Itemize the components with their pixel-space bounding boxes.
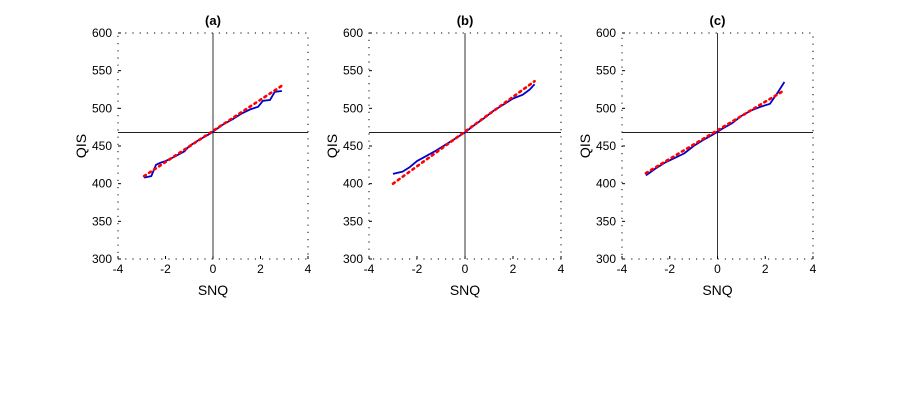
panel-0-y-tick-label-0: 300 <box>92 252 112 266</box>
panel-1-y-tick-label-5: 550 <box>343 64 363 78</box>
panel-2-x-axis-label: SNQ <box>702 282 732 298</box>
panel-1-fit-line-dotted <box>391 79 536 185</box>
panel-2-y-tick-label-3: 450 <box>596 139 616 153</box>
panel-c: -4 -2 0 2 4 300 350 400 450 500 550 600 (c) SNQ QIS <box>577 13 817 298</box>
panel-2-x-tick-label-3: 2 <box>762 262 769 276</box>
panel-2-y-tick-label-5: 550 <box>596 64 616 78</box>
panel-1-x-tick-label-0: -4 <box>364 262 375 276</box>
panel-1-x-tick-label-4: 4 <box>558 262 565 276</box>
panel-0-x-tick-label-0: -4 <box>113 262 124 276</box>
panel-2-title: (c) <box>710 13 726 28</box>
panel-0-y-tick-label-4: 500 <box>92 101 112 115</box>
panel-2-x-tick-label-0: -4 <box>617 262 628 276</box>
panel-b: -4 -2 0 2 4 300 350 400 450 500 550 600 (b) SNQ QIS <box>324 13 565 298</box>
panel-2-y-tick-label-2: 400 <box>596 177 616 191</box>
panel-1-x-tick-label-1: -2 <box>412 262 423 276</box>
panel-0-y-tick-label-1: 350 <box>92 214 112 228</box>
panel-1-y-axis-label: QIS <box>324 134 340 158</box>
panel-1-y-tick-label-4: 500 <box>343 101 363 115</box>
panel-0-fit-line-dotted <box>142 84 284 178</box>
panel-2-y-tick-label-4: 500 <box>596 101 616 115</box>
panel-0-x-axis-label: SNQ <box>198 282 228 298</box>
panel-1-x-axis-label: SNQ <box>450 282 480 298</box>
panel-1-y-tick-label-3: 450 <box>343 139 363 153</box>
panel-0-y-tick-label-3: 450 <box>92 139 112 153</box>
panel-0-x-tick-label-2: 0 <box>210 262 217 276</box>
panel-2-y-axis-label: QIS <box>577 134 593 158</box>
panel-2-y-tick-label-1: 350 <box>596 214 616 228</box>
panel-1-y-tick-label-1: 350 <box>343 214 363 228</box>
panel-0-y-tick-label-6: 600 <box>92 26 112 40</box>
panel-1-x-tick-label-2: 0 <box>462 262 469 276</box>
panel-0-y-axis-label: QIS <box>73 134 89 158</box>
panel-a: -4 -2 0 2 4 300 350 400 450 500 550 600 (a) SNQ QIS <box>73 13 312 298</box>
panel-2-fit-line-dotted <box>644 89 786 175</box>
panel-0-x-tick-label-3: 2 <box>257 262 264 276</box>
panel-0-y-tick-label-2: 400 <box>92 177 112 191</box>
panel-0-y-tick-label-5: 550 <box>92 64 112 78</box>
panel-1-y-tick-label-2: 400 <box>343 177 363 191</box>
panel-2-y-tick-label-6: 600 <box>596 26 616 40</box>
panel-2-x-tick-label-2: 0 <box>714 262 721 276</box>
panel-0-x-tick-label-1: -2 <box>160 262 171 276</box>
panel-2-x-tick-label-4: 4 <box>810 262 817 276</box>
panel-1-title: (b) <box>457 13 474 28</box>
panel-0-axes-box <box>117 32 309 260</box>
panel-1-y-tick-label-0: 300 <box>343 252 363 266</box>
panel-2-y-tick-label-0: 300 <box>596 252 616 266</box>
panel-1-x-tick-label-3: 2 <box>510 262 517 276</box>
panel-1-quantile-line <box>392 83 536 175</box>
panel-2-quantile-line <box>645 81 786 177</box>
panel-0-title: (a) <box>205 13 221 28</box>
panel-1-y-tick-label-6: 600 <box>343 26 363 40</box>
panel-2-x-tick-label-1: -2 <box>664 262 675 276</box>
panel-0-x-tick-label-4: 4 <box>305 262 312 276</box>
